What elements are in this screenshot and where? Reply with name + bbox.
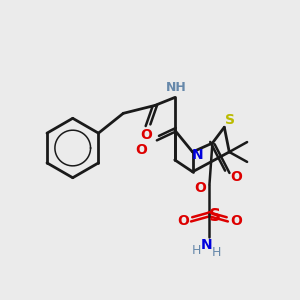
Text: H: H bbox=[212, 245, 221, 259]
Text: O: O bbox=[135, 143, 147, 157]
Text: S: S bbox=[225, 113, 235, 127]
Text: H: H bbox=[192, 244, 201, 256]
Text: NH: NH bbox=[167, 81, 187, 94]
Text: O: O bbox=[195, 181, 206, 195]
Text: N: N bbox=[192, 148, 203, 162]
Text: O: O bbox=[140, 128, 152, 142]
Text: S: S bbox=[208, 207, 220, 225]
Text: O: O bbox=[230, 170, 242, 184]
Text: O: O bbox=[230, 214, 242, 228]
Text: O: O bbox=[177, 214, 189, 228]
Text: N: N bbox=[201, 238, 212, 252]
